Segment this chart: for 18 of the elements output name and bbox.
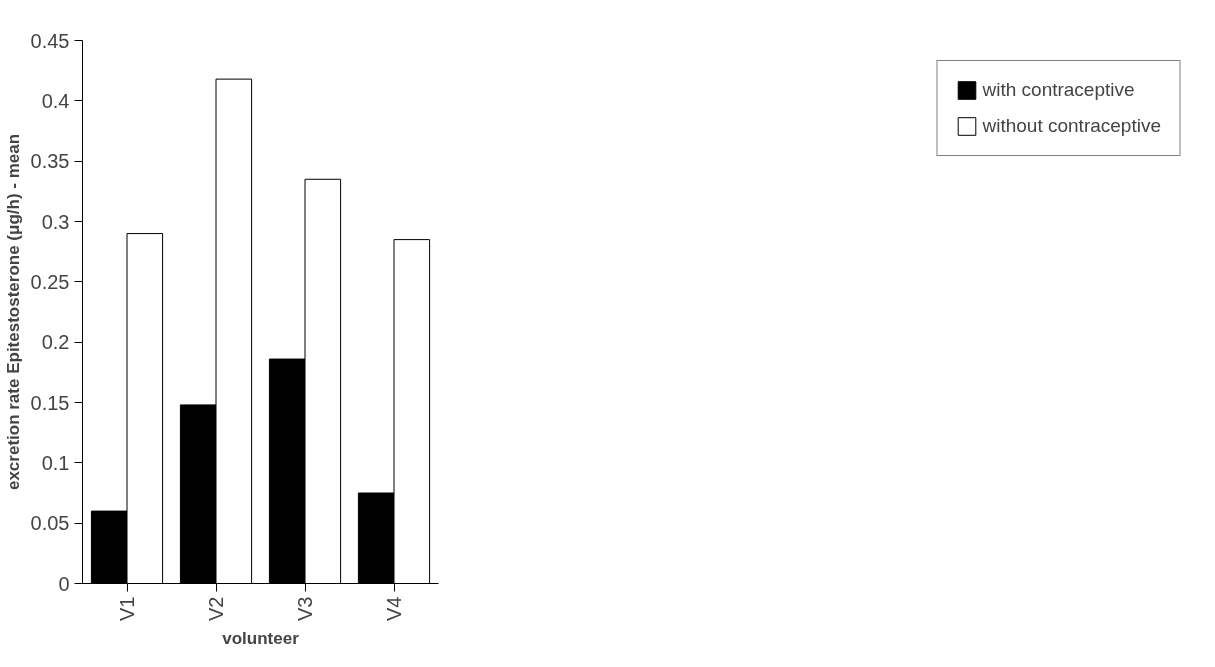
y-tick-label: 0.3 bbox=[41, 210, 70, 233]
y-tick-label: 0.05 bbox=[30, 512, 70, 535]
x-axis-title: volunteer bbox=[222, 628, 300, 648]
y-tick-label: 0.4 bbox=[41, 89, 70, 112]
legend-label: without contraceptive bbox=[982, 115, 1161, 137]
legend-label: with contraceptive bbox=[982, 79, 1135, 101]
x-tick-label: V2 bbox=[205, 596, 227, 621]
x-tick-label: V3 bbox=[294, 596, 316, 621]
y-tick-label: 0 bbox=[58, 572, 70, 595]
x-tick-label: V4 bbox=[383, 596, 405, 621]
y-tick-label: 0.35 bbox=[30, 150, 70, 173]
x-tick-label: V1 bbox=[116, 596, 138, 621]
y-tick-label: 0.1 bbox=[41, 451, 70, 474]
y-tick-label: 0.15 bbox=[30, 391, 70, 414]
y-axis-title: excretion rate Epitestosterone (μg/h) - mean bbox=[3, 133, 23, 491]
y-tick-label: 0.25 bbox=[30, 270, 70, 293]
y-tick-label: 0.45 bbox=[30, 29, 70, 52]
y-tick-label: 0.2 bbox=[41, 331, 70, 354]
